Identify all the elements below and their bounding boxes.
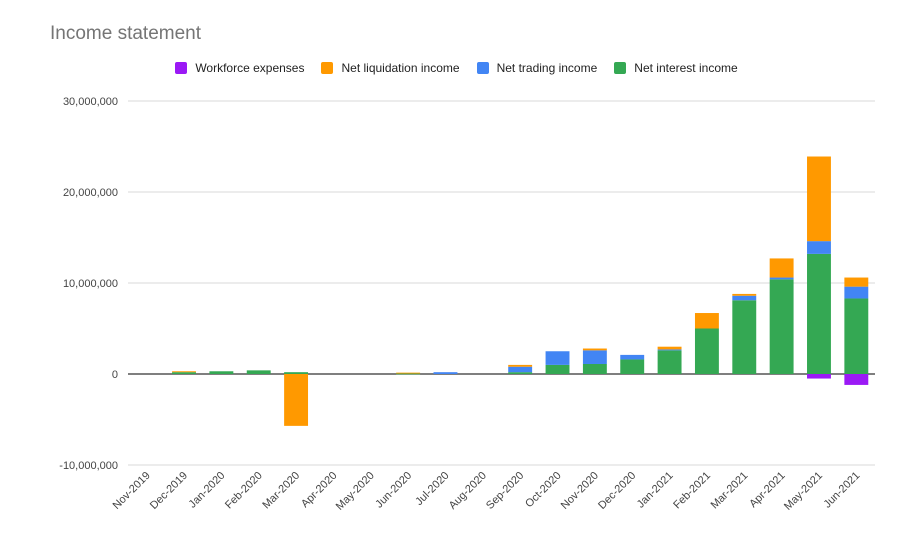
bar-segment[interactable]: [844, 286, 869, 299]
bar-segment[interactable]: [284, 372, 309, 374]
legend-item[interactable]: Net interest income: [614, 61, 738, 75]
bar-segment[interactable]: [396, 372, 421, 374]
x-tick-label: Nov-2019: [111, 470, 153, 512]
y-tick-label: 0: [112, 369, 118, 381]
x-tick-label: Sep-2020: [484, 470, 526, 512]
bar-segment[interactable]: [172, 372, 196, 374]
bar-segment[interactable]: [807, 241, 831, 254]
bar-segment[interactable]: [545, 364, 570, 374]
x-tick-label: Feb-2021: [671, 470, 713, 512]
bar-segment[interactable]: [807, 156, 831, 242]
x-tick-label: Aug-2020: [447, 470, 489, 512]
bar-segment[interactable]: [657, 350, 682, 374]
bar-segment[interactable]: [582, 348, 607, 351]
bar-segment[interactable]: [545, 351, 570, 365]
legend-item[interactable]: Workforce expenses: [175, 61, 304, 75]
bar-segment[interactable]: [246, 370, 271, 374]
bar-segment[interactable]: [694, 313, 719, 329]
legend-label: Net interest income: [634, 61, 738, 75]
x-tick-label: Jun-2021: [822, 470, 863, 511]
bar-segment[interactable]: [209, 371, 234, 374]
bar-segment[interactable]: [620, 354, 645, 360]
bar-segment[interactable]: [844, 277, 869, 287]
y-tick-label: 10,000,000: [63, 278, 118, 290]
legend-item[interactable]: Net liquidation income: [321, 61, 460, 75]
bar-segment[interactable]: [694, 328, 719, 375]
y-tick-label: -10,000,000: [59, 460, 118, 472]
bar-segment[interactable]: [284, 374, 309, 426]
x-tick-label: Dec-2019: [148, 470, 190, 512]
x-tick-label: Jan-2021: [635, 470, 676, 511]
bar-segment[interactable]: [732, 300, 757, 374]
x-tick-label: Mar-2020: [260, 470, 302, 512]
legend-swatch: [614, 62, 627, 74]
bar-segment[interactable]: [582, 363, 607, 374]
x-tick-label: May-2020: [334, 470, 377, 513]
legend-label: Net liquidation income: [341, 61, 460, 75]
bar-segment[interactable]: [396, 373, 421, 375]
legend-swatch: [321, 62, 334, 74]
bar-segment[interactable]: [769, 277, 794, 280]
bar-segment[interactable]: [433, 372, 458, 374]
legend-item[interactable]: Net trading income: [476, 61, 598, 75]
bar-segment[interactable]: [732, 295, 757, 301]
legend: Workforce expenses Net liquidation income…: [0, 61, 913, 75]
bar-segment[interactable]: [582, 350, 607, 364]
x-tick-label: Jun-2020: [373, 470, 414, 511]
bar-segment[interactable]: [657, 349, 682, 351]
x-tick-label: May-2021: [782, 470, 825, 513]
x-tick-label: Jan-2020: [187, 470, 228, 511]
bar-segment[interactable]: [844, 374, 869, 385]
x-tick-label: Nov-2020: [559, 470, 601, 512]
bar-segment[interactable]: [769, 258, 794, 278]
bar-segment[interactable]: [807, 374, 831, 379]
chart-title: Income statement: [50, 23, 202, 44]
bar-segment[interactable]: [769, 279, 794, 374]
bar-segment[interactable]: [807, 253, 831, 374]
bar-segment[interactable]: [732, 293, 757, 296]
x-tick-label: Feb-2020: [223, 470, 265, 512]
bar-segment[interactable]: [844, 298, 869, 374]
legend-swatch: [476, 62, 489, 74]
bar-segment[interactable]: [657, 346, 682, 350]
x-tick-label: Dec-2020: [596, 470, 638, 512]
bar-segment[interactable]: [620, 359, 645, 374]
bar-segment[interactable]: [172, 371, 196, 373]
legend-label: Workforce expenses: [195, 61, 305, 75]
bar-segment[interactable]: [508, 366, 533, 373]
bar-segment[interactable]: [508, 364, 533, 367]
bar-segment[interactable]: [508, 372, 533, 374]
x-tick-label: Mar-2021: [709, 470, 751, 512]
x-tick-label: Jul-2020: [413, 470, 451, 508]
y-tick-label: 20,000,000: [63, 187, 118, 199]
y-tick-label: 30,000,000: [63, 96, 118, 108]
legend-label: Net trading income: [496, 61, 598, 75]
legend-swatch: [175, 62, 188, 74]
x-tick-label: Oct-2020: [523, 470, 563, 510]
